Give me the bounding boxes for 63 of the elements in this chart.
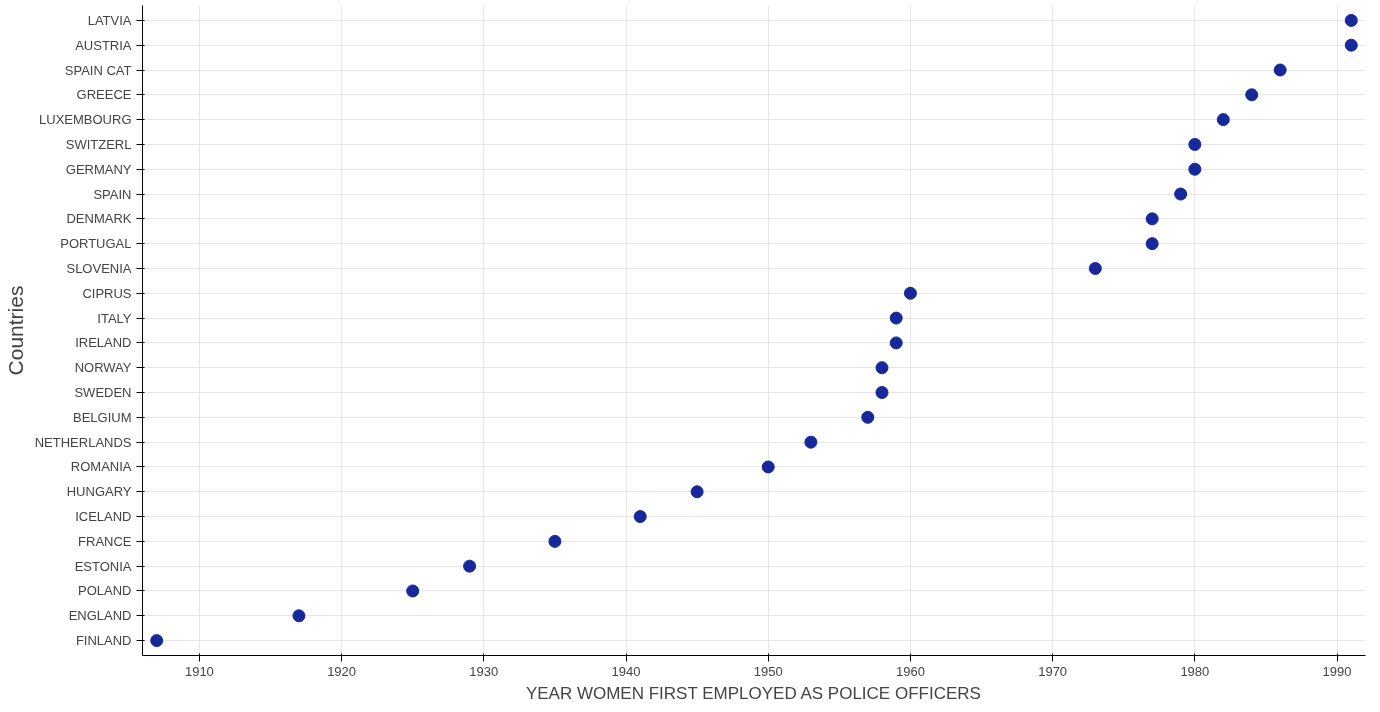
y-tick-label: AUSTRIA (75, 37, 132, 53)
point (1188, 137, 1202, 151)
point (1145, 212, 1159, 226)
y-tick-label: NETHERLANDS (34, 434, 132, 450)
y-tick-label: SWITZERL (65, 136, 132, 152)
y-tick-label: HUNGARY (66, 484, 132, 500)
y-tick-label: FINLAND (75, 633, 132, 649)
y-tick-label: ICELAND (75, 509, 132, 525)
point (463, 559, 477, 573)
point (1174, 187, 1188, 201)
y-tick-label: PORTUGAL (60, 236, 132, 252)
x-tick-label: 1910 (184, 663, 214, 679)
x-tick-label: 1930 (469, 663, 499, 679)
point (1188, 162, 1202, 176)
y-tick-label: ENGLAND (68, 608, 132, 624)
point (1344, 13, 1358, 27)
point (406, 584, 420, 598)
y-tick-label: SPAIN CAT (64, 62, 132, 78)
y-axis-title: Countries (3, 285, 27, 376)
y-tick-label: DENMARK (66, 211, 132, 227)
point (150, 634, 164, 648)
point (1088, 261, 1102, 275)
y-tick-label: SLOVENIA (66, 260, 132, 276)
y-tick-label: GREECE (76, 87, 132, 103)
point (1216, 113, 1230, 127)
point (875, 386, 889, 400)
y-tick-label: GERMANY (65, 161, 132, 177)
x-tick-label: 1960 (895, 663, 925, 679)
point (1344, 38, 1358, 52)
point (875, 361, 889, 375)
x-tick-label: 1940 (611, 663, 641, 679)
point (889, 311, 903, 325)
y-tick-label: ITALY (97, 310, 132, 326)
x-tick-label: 1990 (1322, 663, 1352, 679)
point (889, 336, 903, 350)
y-tick-label: BELGIUM (72, 409, 132, 425)
x-tick-label: 1950 (753, 663, 783, 679)
y-tick-label: SPAIN (93, 186, 132, 202)
point (761, 460, 775, 474)
point (1245, 88, 1259, 102)
y-tick-label: NORWAY (74, 360, 132, 376)
y-tick-label: FRANCE (78, 533, 132, 549)
y-tick-label: IRELAND (75, 335, 132, 351)
x-tick-label: 1920 (327, 663, 357, 679)
point (1145, 237, 1159, 251)
y-tick-label: LUXEMBOURG (39, 112, 132, 128)
point (903, 286, 917, 300)
y-tick-label: POLAND (78, 583, 132, 599)
x-tick-label: 1970 (1038, 663, 1068, 679)
x-axis-title: YEAR WOMEN FIRST EMPLOYED AS POLICE OFFICERS (525, 683, 981, 703)
y-tick-label: SWEDEN (74, 385, 132, 401)
point (633, 510, 647, 524)
point (292, 609, 306, 623)
point (1273, 63, 1287, 77)
point (804, 435, 818, 449)
y-tick-label: CIPRUS (82, 285, 132, 301)
y-tick-label: ESTONIA (74, 558, 132, 574)
point (690, 485, 704, 499)
x-tick-label: 1980 (1180, 663, 1210, 679)
point (861, 410, 875, 424)
y-tick-label: ROMANIA (70, 459, 132, 475)
point (548, 534, 562, 548)
y-tick-label: LATVIA (87, 12, 132, 28)
